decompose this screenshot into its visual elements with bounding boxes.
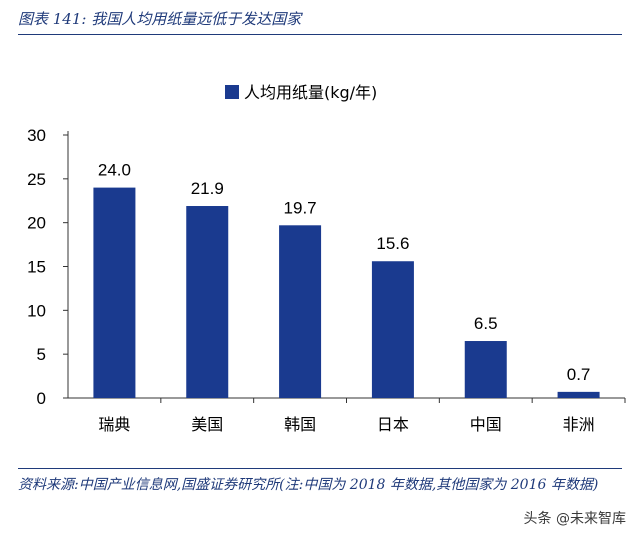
bar: [371, 261, 414, 398]
y-tick-label: 0: [37, 389, 46, 408]
legend-swatch: [225, 85, 239, 99]
x-tick-label: 韩国: [284, 415, 316, 434]
bar: [186, 206, 229, 398]
source-rule: [18, 468, 622, 469]
y-tick-label: 20: [27, 214, 46, 233]
bar-chart: 人均用纸量(kg/年) 0 5 10 15 20 25 30 24.0 瑞典 21.9 美国 19.7 韩…: [27, 83, 626, 434]
legend-label: 人均用纸量(kg/年): [244, 83, 377, 102]
y-tick-label: 30: [27, 126, 46, 145]
x-tick-label: 美国: [191, 415, 223, 434]
title-rule: [18, 34, 622, 35]
x-tick-label: 日本: [377, 415, 409, 434]
figure-title: 图表 141: 我国人均用纸量远低于发达国家: [18, 10, 302, 28]
y-tick-label: 10: [27, 301, 46, 320]
bar: [93, 187, 136, 398]
x-tick-label: 非洲: [563, 415, 595, 434]
data-label: 0.7: [567, 365, 591, 384]
y-tick-label: 15: [27, 258, 46, 277]
data-label: 6.5: [474, 314, 498, 333]
data-label: 19.7: [284, 198, 317, 217]
data-label: 24.0: [98, 161, 131, 180]
bar: [464, 341, 507, 398]
data-label: 21.9: [191, 179, 224, 198]
y-tick-label: 5: [37, 345, 46, 364]
data-label: 15.6: [376, 234, 409, 253]
y-tick-label: 25: [27, 170, 46, 189]
bar: [557, 391, 600, 398]
x-tick-label: 瑞典: [98, 415, 130, 434]
watermark: 头条 @未来智库: [523, 511, 626, 527]
x-tick-label: 中国: [470, 415, 502, 434]
source-note: 资料来源:中国产业信息网,国盛证券研究所(注:中国为 2018 年数据,其他国家…: [18, 477, 599, 493]
bar: [279, 225, 322, 398]
